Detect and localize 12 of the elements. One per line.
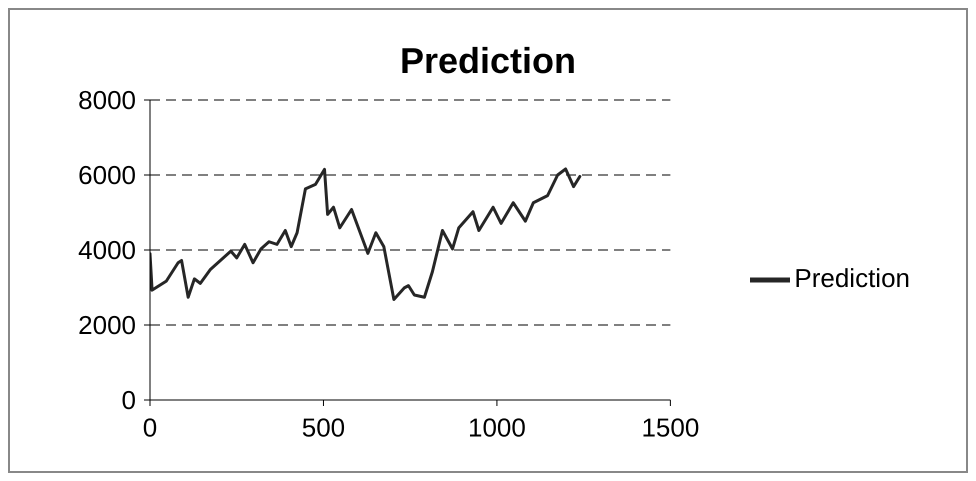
y-tick-label: 2000 [78,310,136,340]
chart-title: Prediction [400,40,576,81]
y-tick-label: 8000 [78,85,136,116]
y-tick-label: 0 [122,385,136,416]
x-tick-label: 1500 [641,412,700,442]
x-tick-label: 500 [302,412,346,442]
x-tick-label: 1000 [468,412,526,442]
y-tick-label: 4000 [78,235,136,266]
y-tick-label: 6000 [78,160,136,190]
x-tick-label: 0 [142,412,158,442]
line-series [150,168,582,301]
legend-label: Prediction [794,262,910,293]
